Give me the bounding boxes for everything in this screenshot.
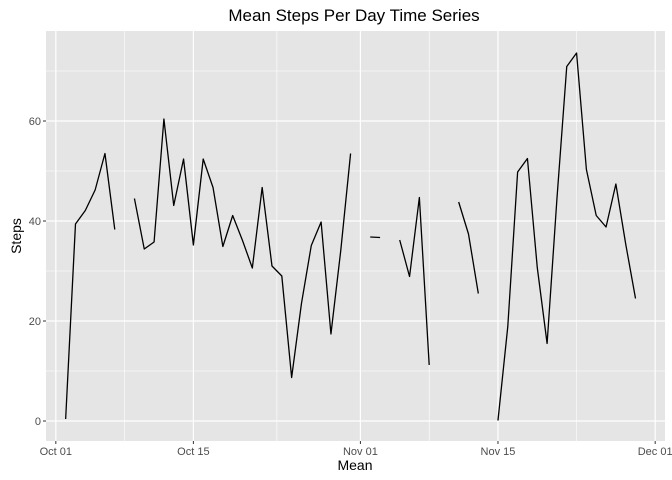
series-line-segment-3 xyxy=(370,236,381,239)
x-tick-label: Dec 01 xyxy=(638,446,672,458)
x-axis-title: Mean xyxy=(337,457,372,473)
series-line-segment-5 xyxy=(458,201,479,294)
plot-panel xyxy=(46,31,665,441)
x-tick-label: Oct 01 xyxy=(40,446,72,458)
y-tick-label: 0 xyxy=(35,416,41,428)
grid-minor xyxy=(46,31,665,441)
series-layer xyxy=(65,52,637,421)
x-tick-label: Nov 01 xyxy=(343,446,378,458)
grid-major xyxy=(46,31,665,441)
series-line-segment-2 xyxy=(133,118,352,379)
y-tick-label: 60 xyxy=(29,116,41,128)
x-tick-label: Oct 15 xyxy=(177,446,209,458)
y-tick-label: 20 xyxy=(29,316,41,328)
chart-title: Mean Steps Per Day Time Series xyxy=(228,6,479,25)
x-axis: Oct 01 Oct 15 Nov 01 Nov 15 Dec 01 xyxy=(40,441,672,458)
y-axis: 0 20 40 60 xyxy=(29,116,46,428)
x-tick-label: Nov 15 xyxy=(481,446,516,458)
series-line-segment-6 xyxy=(497,52,637,421)
series-line-segment-4 xyxy=(399,196,430,366)
y-axis-title: Steps xyxy=(8,218,24,254)
y-tick-label: 40 xyxy=(29,216,41,228)
series-line-segment-1 xyxy=(65,152,116,420)
